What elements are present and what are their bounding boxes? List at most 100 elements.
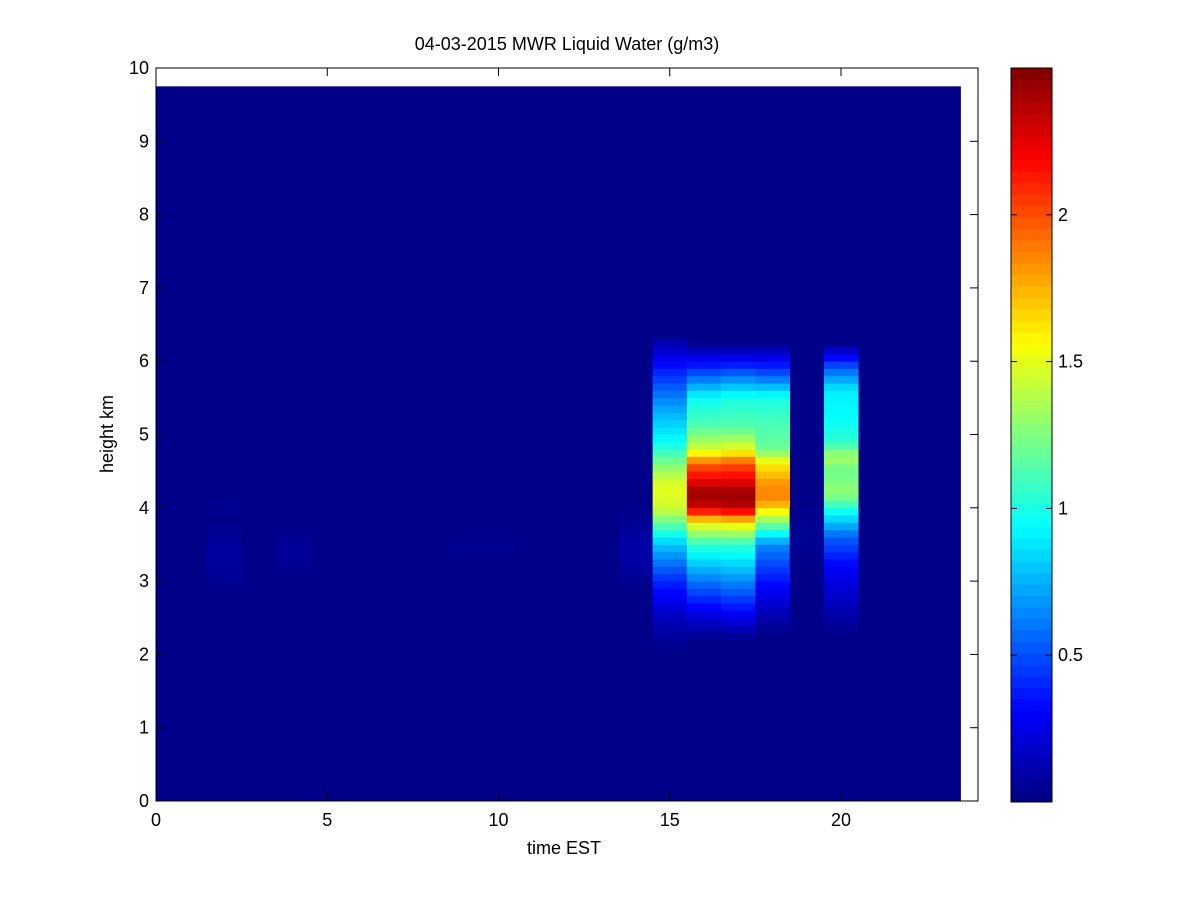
- heatmap-cell: [652, 478, 688, 487]
- colorbar-swatch: [1011, 652, 1052, 665]
- heatmap-cell: [618, 507, 654, 516]
- heatmap-cell: [721, 595, 756, 604]
- heatmap-cell: [823, 603, 859, 611]
- heatmap-cell: [721, 617, 756, 626]
- colorbar-swatch: [1011, 217, 1052, 230]
- colorbar-tick-label: 0.5: [1058, 645, 1083, 665]
- heatmap-cell: [721, 419, 756, 428]
- heatmap-cell: [823, 537, 859, 545]
- y-tick-label: 10: [129, 58, 149, 78]
- heatmap-cell: [275, 537, 311, 545]
- heatmap-cell: [755, 471, 791, 479]
- heatmap-cell: [721, 449, 756, 457]
- heatmap-cell: [823, 485, 859, 494]
- colorbar-swatch: [1011, 687, 1052, 700]
- heatmap-cell: [755, 595, 791, 604]
- heatmap-cell: [823, 559, 859, 567]
- heatmap-cell: [686, 617, 722, 626]
- heatmap-cell: [823, 493, 859, 501]
- colorbar-swatch: [1011, 538, 1052, 551]
- colorbar-swatch: [1011, 515, 1052, 528]
- heatmap-cell: [755, 478, 791, 487]
- heatmap-cell: [207, 500, 243, 509]
- heatmap-cell: [652, 588, 688, 597]
- heatmap-column: [207, 500, 243, 589]
- colorbar-swatch: [1011, 641, 1052, 654]
- heatmap-cell: [652, 471, 688, 479]
- heatmap-cell: [686, 405, 722, 413]
- y-tick-label: 0: [139, 791, 149, 811]
- heatmap-cell: [618, 573, 654, 582]
- heatmap-cell: [652, 361, 688, 369]
- heatmap-cell: [823, 581, 859, 589]
- colorbar-swatch: [1011, 205, 1052, 218]
- heatmap-cell: [755, 581, 791, 589]
- heatmap-cell: [823, 368, 859, 377]
- colorbar-swatch: [1011, 480, 1052, 493]
- heatmap-cell: [755, 390, 791, 399]
- heatmap-cell: [755, 588, 791, 597]
- heatmap-cell: [823, 544, 859, 553]
- heatmap-cell: [755, 361, 791, 369]
- colorbar-swatch: [1011, 595, 1052, 608]
- heatmap-cell: [721, 493, 756, 501]
- heatmap-cell: [755, 405, 791, 413]
- heatmap-cell: [789, 537, 825, 545]
- colorbar-swatch: [1011, 698, 1052, 711]
- colorbar-swatch: [1011, 194, 1052, 207]
- heatmap-cell: [618, 537, 654, 545]
- heatmap-cell: [686, 471, 722, 479]
- colorbar-swatch: [1011, 435, 1052, 447]
- heatmap-cell: [686, 632, 722, 641]
- colorbar-swatch: [1011, 629, 1052, 642]
- heatmap-cell: [721, 581, 756, 589]
- y-tick-label: 6: [139, 351, 149, 371]
- heatmap-cell: [823, 397, 859, 406]
- heatmap-cell: [721, 507, 756, 516]
- colorbar-swatch: [1011, 331, 1052, 344]
- colorbar-swatch: [1011, 182, 1052, 195]
- heatmap-cell: [618, 529, 654, 538]
- heatmap-cell: [652, 639, 688, 648]
- colorbar: 0.5 1 1.5 2: [1010, 67, 1083, 803]
- heatmap-cell: [721, 573, 756, 582]
- chart-title: 04-03-2015 MWR Liquid Water (g/m3): [415, 34, 719, 54]
- colorbar-swatch: [1011, 79, 1052, 92]
- colorbar-swatch: [1011, 274, 1052, 287]
- colorbar-swatch: [1011, 526, 1052, 539]
- colorbar-swatch: [1011, 320, 1052, 333]
- heatmap-cell: [721, 427, 756, 435]
- heatmap-cell: [652, 368, 688, 377]
- heatmap-cell: [755, 427, 791, 435]
- y-tick-label: 8: [139, 205, 149, 225]
- heatmap-cell: [823, 617, 859, 626]
- heatmap-cell: [823, 515, 859, 523]
- heatmap-cell: [686, 566, 722, 575]
- heatmap-cell: [823, 419, 859, 428]
- colorbar-swatch: [1011, 412, 1052, 425]
- heatmap-cell: [823, 507, 859, 516]
- heatmap-cell: [823, 412, 859, 421]
- heatmap-cell: [721, 397, 756, 406]
- heatmap-cell: [789, 515, 825, 523]
- heatmap-cell: [755, 485, 791, 494]
- heatmap-cell: [721, 375, 756, 384]
- heatmap-cell: [686, 412, 722, 421]
- heatmap-cell: [755, 419, 791, 428]
- heatmap-cell: [686, 544, 722, 553]
- heatmap-cell: [721, 390, 756, 399]
- heatmap-cell: [652, 339, 688, 347]
- heatmap-cell: [721, 463, 756, 472]
- heatmap-cell: [652, 507, 688, 516]
- heatmap-column: [755, 346, 791, 633]
- x-tick-label: 10: [488, 810, 508, 830]
- heatmap-cell: [823, 383, 859, 391]
- heatmap-cell: [275, 559, 311, 567]
- heatmap-cell: [275, 529, 311, 538]
- heatmap-cell: [755, 456, 791, 465]
- colorbar-swatch: [1011, 549, 1052, 562]
- heatmap-cell: [652, 383, 688, 391]
- heatmap-cell: [823, 449, 859, 457]
- colorbar-swatch: [1011, 779, 1052, 792]
- heatmap-cell: [686, 375, 722, 384]
